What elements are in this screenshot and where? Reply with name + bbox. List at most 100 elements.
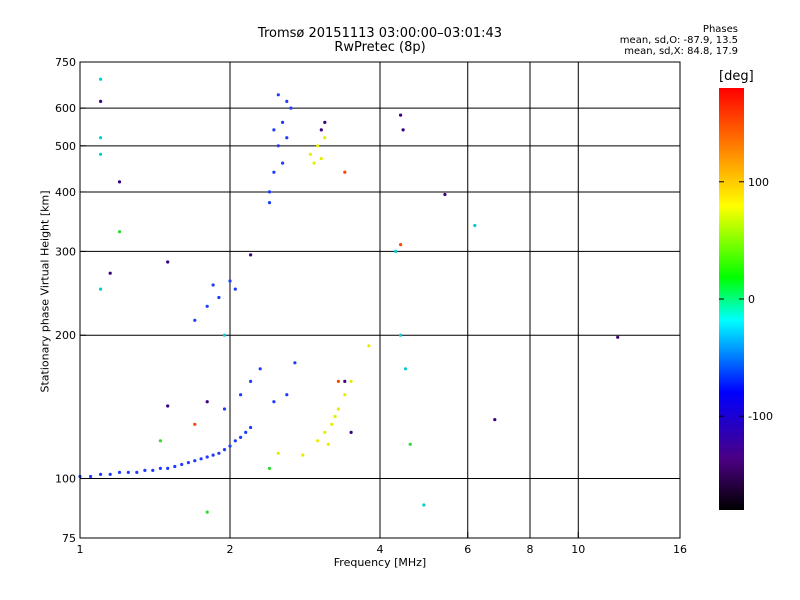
- x-tick-label: 6: [464, 543, 471, 556]
- colorbar-tick-label: -100: [748, 410, 773, 423]
- data-point: [117, 470, 122, 474]
- data-point: [173, 464, 177, 469]
- x-tick-label: 8: [527, 543, 534, 556]
- y-tick-label: 600: [55, 102, 76, 115]
- data-point: [399, 243, 403, 247]
- data-point: [293, 361, 297, 365]
- data-points: [78, 77, 620, 514]
- data-point: [239, 435, 243, 439]
- x-tick-label: 2: [227, 543, 234, 556]
- y-tick-label: 400: [55, 186, 76, 199]
- data-point: [343, 170, 347, 174]
- data-point: [267, 466, 272, 470]
- data-point: [323, 430, 327, 434]
- data-point: [319, 128, 323, 132]
- data-point: [99, 472, 103, 476]
- data-point: [126, 470, 130, 474]
- data-point: [143, 468, 147, 472]
- data-point: [323, 120, 327, 124]
- data-point: [193, 459, 197, 463]
- data-point: [99, 77, 103, 81]
- data-point: [228, 444, 232, 448]
- data-point: [267, 201, 272, 205]
- data-point: [323, 136, 327, 140]
- x-tick-label: 10: [571, 543, 585, 556]
- data-point: [312, 161, 316, 165]
- stats-o-line: mean, sd,O: -87.9, 13.5: [619, 35, 738, 46]
- data-point: [330, 422, 334, 426]
- data-point: [233, 287, 237, 291]
- colorbar-ticks: 100 0 -100: [719, 176, 773, 423]
- data-point: [217, 451, 221, 455]
- data-point: [343, 379, 347, 383]
- data-point: [281, 120, 285, 124]
- data-point: [281, 161, 285, 165]
- data-point: [272, 128, 276, 132]
- grid-layer: [80, 62, 680, 538]
- data-point: [473, 223, 477, 228]
- chart-subtitle: RwPretec (8p): [334, 40, 426, 55]
- data-point: [158, 439, 162, 443]
- chart-title: Tromsø 20151113 03:00:00–03:01:43: [257, 26, 503, 41]
- y-tick-label: 500: [55, 140, 76, 153]
- data-point: [308, 152, 312, 156]
- data-point: [99, 152, 103, 156]
- stats-x-line: mean, sd,X: 84.8, 17.9: [624, 46, 738, 57]
- y-tick-label: 300: [55, 245, 76, 258]
- data-point: [222, 407, 227, 411]
- data-point: [117, 180, 122, 184]
- data-point: [180, 462, 184, 467]
- data-point: [211, 283, 215, 287]
- data-point: [199, 457, 203, 461]
- colorbar-tick-label: 0: [748, 293, 755, 306]
- data-point: [399, 333, 403, 337]
- data-point: [249, 425, 253, 430]
- data-point: [99, 136, 103, 140]
- data-point: [349, 430, 353, 434]
- data-point: [205, 455, 209, 459]
- data-point: [343, 393, 347, 397]
- data-point: [399, 113, 403, 117]
- data-point: [211, 453, 215, 457]
- data-point: [367, 344, 371, 348]
- data-point: [276, 93, 280, 97]
- data-point: [205, 510, 209, 514]
- data-point: [289, 106, 293, 110]
- data-point: [151, 468, 155, 472]
- data-point: [158, 466, 162, 470]
- data-point: [193, 422, 197, 426]
- data-point: [336, 379, 340, 383]
- data-point: [316, 439, 320, 443]
- data-point: [205, 400, 209, 404]
- data-point: [222, 333, 227, 337]
- data-point: [301, 453, 305, 457]
- data-point: [408, 442, 412, 446]
- data-point: [108, 271, 112, 275]
- data-point: [276, 451, 280, 455]
- stats-heading: Phases: [702, 24, 738, 35]
- data-point: [285, 99, 289, 103]
- data-point: [316, 144, 320, 148]
- data-point: [108, 472, 112, 476]
- data-point: [233, 439, 237, 443]
- data-point: [186, 461, 190, 465]
- data-point: [217, 295, 221, 300]
- data-point: [401, 128, 405, 132]
- data-point: [135, 470, 139, 474]
- data-point: [89, 474, 93, 479]
- data-point: [205, 304, 209, 308]
- data-point: [272, 400, 276, 404]
- y-tick-label: 100: [55, 473, 76, 486]
- data-point: [276, 144, 280, 148]
- data-point: [394, 249, 398, 253]
- data-point: [239, 393, 243, 397]
- data-point: [193, 318, 197, 322]
- data-point: [285, 393, 289, 397]
- data-point: [272, 170, 276, 174]
- data-point: [422, 503, 426, 507]
- x-tick-label: 4: [377, 543, 384, 556]
- data-point: [249, 253, 253, 257]
- colorbar-tick-label: 100: [748, 176, 769, 189]
- data-point: [166, 260, 170, 264]
